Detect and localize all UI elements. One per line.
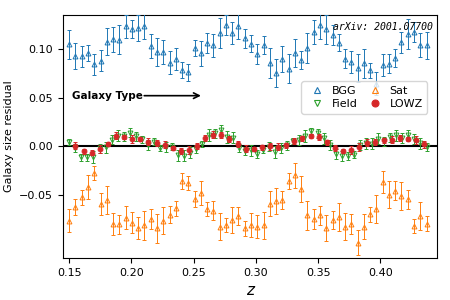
Y-axis label: Galaxy size residual: Galaxy size residual — [4, 81, 13, 192]
Text: Galaxy Type: Galaxy Type — [72, 91, 143, 101]
Legend: BGG, Field, Sat, LOWZ: BGG, Field, Sat, LOWZ — [302, 81, 427, 113]
Text: arXiv: 2001.07700: arXiv: 2001.07700 — [333, 22, 433, 32]
X-axis label: z: z — [246, 283, 254, 298]
